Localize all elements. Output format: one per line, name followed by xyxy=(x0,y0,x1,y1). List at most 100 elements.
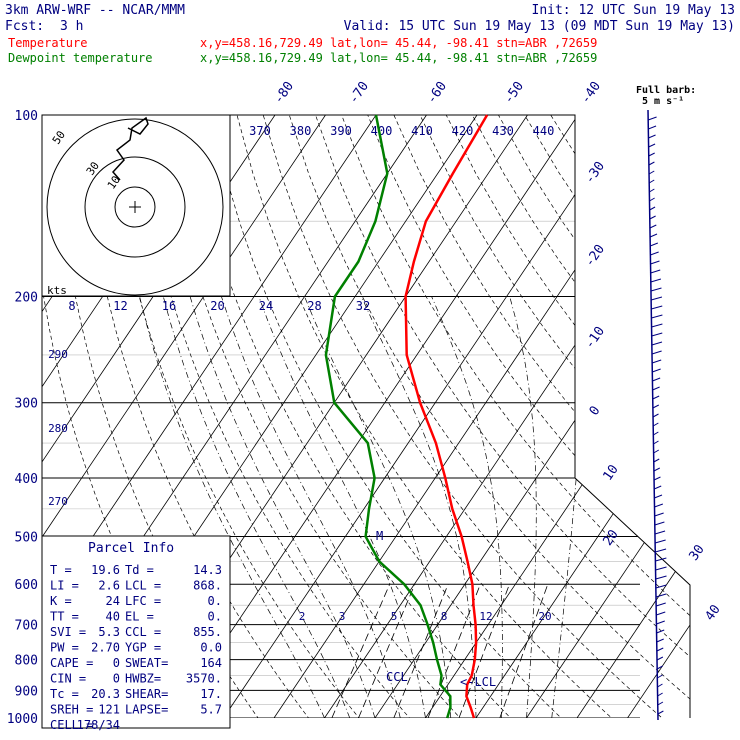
wind-barb xyxy=(656,611,666,616)
dry-adiabat xyxy=(576,115,690,718)
wind-barb xyxy=(654,521,665,526)
dry-adiabat xyxy=(288,115,690,718)
hodograph-ring-50: 50 xyxy=(50,128,68,146)
wind-barb xyxy=(655,566,667,571)
wind-barb xyxy=(652,368,661,373)
isotherm xyxy=(172,115,579,718)
wind-barb xyxy=(650,260,660,265)
wind-scale-value: 5 m s⁻¹ xyxy=(642,96,684,107)
wind-barb xyxy=(650,242,659,247)
wind-barb xyxy=(654,494,663,499)
isotherm xyxy=(475,115,690,718)
fcst-value: 3 h xyxy=(60,19,83,34)
dry-adiabat xyxy=(393,115,690,718)
mixing-ratio-label: 5 xyxy=(391,610,398,623)
parcel-cell: LFC = xyxy=(125,594,161,608)
skewt-profiles xyxy=(324,114,489,719)
wind-barb xyxy=(648,125,657,130)
hodograph-ring-30: 30 xyxy=(84,159,102,177)
parcel-cell: SHEAR= xyxy=(125,687,168,701)
wind-barb xyxy=(652,413,659,418)
dry-adiabat xyxy=(498,115,690,718)
isotherm-label: -50 xyxy=(501,79,527,107)
dry-adiabat xyxy=(315,115,690,718)
wind-barb xyxy=(650,278,662,283)
parcel-cell: 19.6 xyxy=(91,563,120,577)
parcel-cell: 2.6 xyxy=(98,579,120,593)
wind-barb xyxy=(654,503,664,508)
pressure-tick-600: 600 xyxy=(15,578,38,593)
wind-barb xyxy=(657,692,663,697)
theta-label: 440 xyxy=(533,124,555,138)
dry-adiabat xyxy=(132,115,422,718)
wind-barb xyxy=(652,386,660,391)
wind-barb xyxy=(656,656,664,661)
parcel-cell: 0. xyxy=(208,610,222,624)
dry-adiabat-label: 280 xyxy=(48,422,68,435)
parcel-cell: 2.70 xyxy=(91,641,120,655)
wind-barb xyxy=(648,134,656,139)
parcel-cell: 5.7 xyxy=(200,703,222,717)
wind-barb xyxy=(653,440,659,445)
parcel-cell: CCL = xyxy=(125,625,161,639)
wind-barb-staff xyxy=(647,109,659,721)
mixing-ratio-label: 3 xyxy=(339,610,346,623)
wind-barb xyxy=(651,359,662,364)
wind-barb xyxy=(649,215,656,220)
moist-adiabat xyxy=(431,296,503,718)
wind-barb xyxy=(652,377,661,382)
wind-barb xyxy=(652,422,659,427)
parcel-cell: 14.3 xyxy=(193,563,222,577)
isotherm-label: -20 xyxy=(582,242,608,270)
parcel-cell: CIN = xyxy=(50,672,86,686)
parcel-cell: SVI = xyxy=(50,625,86,639)
pressure-tick-100: 100 xyxy=(15,109,38,124)
dry-adiabat xyxy=(602,115,690,718)
wind-barb xyxy=(656,665,663,670)
wind-barb xyxy=(650,269,661,274)
isotherm-label: -60 xyxy=(424,79,450,107)
isotherm xyxy=(526,115,690,718)
model-title: 3km ARW-WRF -- NCAR/MMM xyxy=(5,3,185,18)
wind-profile: Full barb: 5 m s⁻¹ xyxy=(636,85,696,721)
pressure-tick-400: 400 xyxy=(15,472,38,487)
theta-label: 390 xyxy=(330,124,352,138)
wind-barb xyxy=(654,530,666,535)
kts-tick: 8 xyxy=(68,299,75,313)
dry-adiabat xyxy=(341,115,690,718)
mixing-ratio-label: 8 xyxy=(441,610,448,623)
kts-tick: 16 xyxy=(162,299,176,313)
theta-label: 370 xyxy=(249,124,271,138)
theta-label: 380 xyxy=(290,124,312,138)
pressure-tick-900: 900 xyxy=(15,684,38,699)
wind-scale-title: Full barb: xyxy=(636,85,696,96)
wind-barb xyxy=(649,224,657,229)
moist-adiabat xyxy=(509,296,537,718)
wind-barb xyxy=(651,332,663,337)
isotherm-label: -70 xyxy=(346,79,372,107)
wind-barb xyxy=(657,710,664,715)
parcel-cell: 868. xyxy=(193,579,222,593)
isotherm-label: 30 xyxy=(686,542,707,563)
parcel-cell: LI = xyxy=(50,579,79,593)
isotherm xyxy=(425,115,690,718)
dry-adiabat-label: 290 xyxy=(48,348,68,361)
parcel-cell: EL = xyxy=(125,610,154,624)
parcel-cell: CELL = xyxy=(50,718,93,732)
pressure-tick-500: 500 xyxy=(15,530,38,545)
mixing-ratio-20 xyxy=(499,584,549,718)
legend-temperature-info: x,y=458.16,729.49 lat,lon= 45.44, -98.41… xyxy=(200,36,597,50)
isotherm xyxy=(627,115,690,718)
wind-barb xyxy=(653,449,660,454)
kts-label: kts xyxy=(47,284,67,297)
parcel-info-box: Parcel Info T = 19.6 Td = 14.3 LI = 2.6 LCL = 8… xyxy=(41,535,231,732)
isotherm-label: 10 xyxy=(600,462,621,483)
parcel-cell: Td = xyxy=(125,563,154,577)
parcel-cell: 855. xyxy=(193,625,222,639)
moist-adiabat xyxy=(162,296,351,718)
dry-adiabat xyxy=(367,115,690,718)
isotherm-label: 0 xyxy=(587,403,604,418)
wind-barb xyxy=(647,116,657,121)
wind-barb xyxy=(650,296,663,301)
